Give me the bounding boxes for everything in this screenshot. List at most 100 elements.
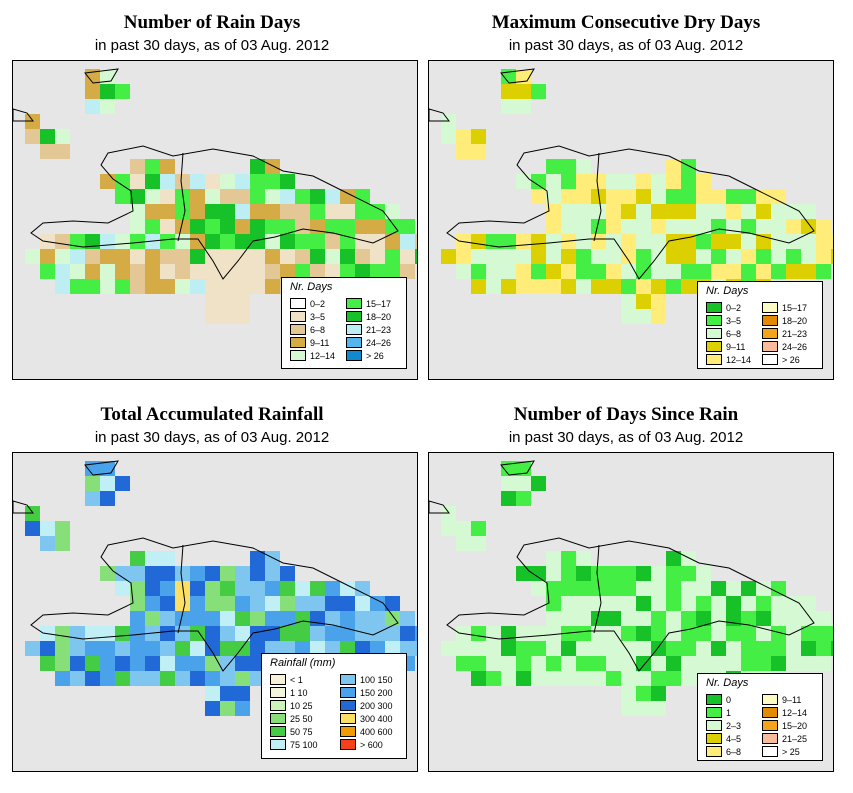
- grid-cell: [220, 279, 235, 294]
- grid-cell: [55, 279, 70, 294]
- legend-swatch: [706, 302, 722, 313]
- grid-cell: [666, 264, 681, 279]
- grid-cell: [325, 219, 340, 234]
- islet-outline: [13, 460, 119, 514]
- grid-cell: [561, 581, 576, 596]
- legend-label: 6–8: [310, 325, 326, 335]
- grid-cell: [130, 641, 145, 656]
- grid-cell: [160, 581, 175, 596]
- grid-cell: [235, 671, 250, 686]
- grid-cell: [606, 249, 621, 264]
- grid-cell: [235, 279, 250, 294]
- grid-cell: [591, 656, 606, 671]
- legend-label: > 26: [782, 355, 800, 365]
- grid-cell: [205, 641, 220, 656]
- grid-cell: [771, 596, 786, 611]
- legend-label: 50 75: [290, 727, 313, 737]
- legend-swatch: [346, 311, 362, 322]
- grid-cell: [636, 626, 651, 641]
- grid-cell: [651, 279, 666, 294]
- grid-cell: [651, 701, 666, 716]
- grid-cell: [175, 596, 190, 611]
- grid-cell: [606, 174, 621, 189]
- grid-cell: [85, 641, 100, 656]
- grid-cell: [130, 189, 145, 204]
- grid-cell: [370, 641, 385, 656]
- grid-cell: [325, 249, 340, 264]
- grid-cell: [576, 189, 591, 204]
- grid-cell: [295, 204, 310, 219]
- grid-cell: [205, 264, 220, 279]
- grid-cell: [85, 671, 100, 686]
- grid-cell: [516, 566, 531, 581]
- grid-cell: [70, 656, 85, 671]
- grid-cell: [205, 309, 220, 324]
- grid-cell: [486, 279, 501, 294]
- grid-cell: [636, 611, 651, 626]
- grid-cell: [606, 566, 621, 581]
- grid-cell: [561, 204, 576, 219]
- legend-label: 12–14: [726, 355, 752, 365]
- grid-cell: [591, 566, 606, 581]
- grid-cell: [621, 686, 636, 701]
- grid-cell: [85, 626, 100, 641]
- grid-cell: [250, 249, 265, 264]
- grid-cell: [666, 279, 681, 294]
- dry-days-subtitle: in past 30 days, as of 03 Aug. 2012: [508, 37, 744, 54]
- grid-cell: [801, 219, 816, 234]
- legend-label: 25 50: [290, 714, 313, 724]
- grid-cell: [666, 566, 681, 581]
- grid-cell: [340, 641, 355, 656]
- grid-cell: [115, 279, 130, 294]
- grid-cell: [636, 234, 651, 249]
- grid-cell: [295, 234, 310, 249]
- grid-cell: [501, 84, 516, 99]
- grid-cell: [160, 219, 175, 234]
- grid-cell: [355, 249, 370, 264]
- grid-cell: [250, 566, 265, 581]
- grid-cell: [651, 566, 666, 581]
- grid-cell: [250, 581, 265, 596]
- grid-cell: [220, 641, 235, 656]
- legend-title: Nr. Days: [706, 677, 749, 689]
- grid-cell: [771, 656, 786, 671]
- grid-cell: [516, 99, 531, 114]
- grid-cell: [235, 294, 250, 309]
- grid-cell: [190, 656, 205, 671]
- grid-cell: [561, 159, 576, 174]
- grid-cell: [25, 249, 40, 264]
- legend-swatch: [290, 311, 306, 322]
- grid-cell: [250, 174, 265, 189]
- grid-cell: [471, 536, 486, 551]
- grid-cell: [160, 174, 175, 189]
- grid-cell: [205, 566, 220, 581]
- grid-cell: [265, 566, 280, 581]
- grid-cell: [591, 611, 606, 626]
- grid-cell: [486, 264, 501, 279]
- grid-cell: [115, 84, 130, 99]
- grid-cell: [295, 581, 310, 596]
- grid-cell: [576, 671, 591, 686]
- legend-label: 6–8: [726, 747, 742, 757]
- grid-cell: [576, 641, 591, 656]
- legend-label: > 600: [360, 740, 383, 750]
- islet-outline: [429, 68, 535, 122]
- grid-cell: [711, 581, 726, 596]
- grid-cell: [265, 596, 280, 611]
- grid-cell: [576, 566, 591, 581]
- grid-cell: [340, 219, 355, 234]
- grid-cell: [160, 611, 175, 626]
- grid-cell: [741, 204, 756, 219]
- grid-cell: [531, 264, 546, 279]
- grid-cell: [205, 189, 220, 204]
- grid-cell: [190, 204, 205, 219]
- grid-cell: [561, 611, 576, 626]
- grid-cell: [576, 656, 591, 671]
- grid-cell: [370, 234, 385, 249]
- grid-cell: [561, 174, 576, 189]
- grid-cell: [265, 249, 280, 264]
- grid-cell: [771, 626, 786, 641]
- days-since-rain-map: Nr. Days 0 1 2–3 4–5 6–8 9–11 12–14 15–20 21–25 >…: [428, 452, 834, 772]
- grid-cell: [801, 234, 816, 249]
- grid-cell: [756, 189, 771, 204]
